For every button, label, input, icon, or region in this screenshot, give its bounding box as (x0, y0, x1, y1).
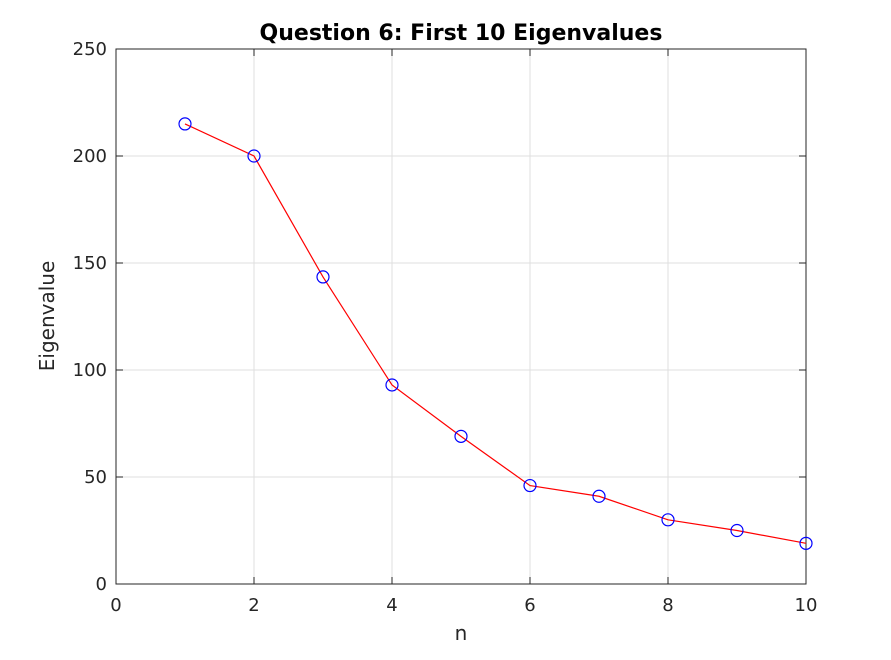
data-point-marker (523, 478, 537, 493)
y-tick-label: 100 (73, 360, 107, 381)
x-tick-label: 2 (248, 595, 259, 616)
data-point-marker (178, 117, 192, 131)
data-point-marker (592, 489, 606, 503)
y-tick-label: 50 (84, 467, 107, 488)
y-tick-label: 150 (73, 253, 107, 274)
series-line (184, 123, 807, 544)
x-tick-label: 6 (524, 595, 535, 616)
data-point-marker (385, 378, 399, 392)
y-tick-label: 200 (73, 146, 107, 167)
data-point-marker (454, 429, 468, 443)
x-tick-label: 4 (386, 595, 397, 616)
data-point-marker (799, 536, 813, 550)
x-tick-label: 8 (662, 595, 673, 616)
data-point-marker (661, 513, 675, 527)
plot-frame (115, 48, 807, 585)
x-tick-label: 10 (795, 595, 818, 616)
y-axis-label: Eigenvalue (35, 261, 59, 372)
data-point-marker (316, 270, 330, 284)
grid-lines (115, 48, 807, 585)
chart-title: Question 6: First 10 Eigenvalues (260, 21, 663, 46)
data-point-marker (730, 523, 744, 538)
x-tick-label: 0 (110, 595, 121, 616)
x-axis-label: n (455, 621, 468, 645)
data-series (178, 117, 813, 550)
y-tick-label: 0 (96, 574, 107, 595)
y-tick-label: 250 (73, 39, 107, 60)
data-point-marker (247, 149, 261, 163)
